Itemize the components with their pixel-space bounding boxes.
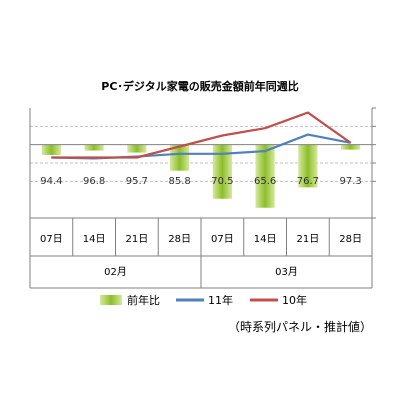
x-tick-label: 14日: [83, 234, 106, 245]
data-label: 95.7: [126, 176, 148, 187]
bar: [127, 144, 147, 153]
data-label: 85.8: [168, 176, 190, 187]
bar: [41, 144, 61, 155]
legend: 前年比 11年 10年: [100, 293, 307, 307]
data-label: 70.5: [211, 176, 233, 187]
legend-label: 前年比: [127, 293, 160, 307]
x-tick-label: 21日: [126, 234, 149, 245]
bar: [212, 144, 232, 199]
legend-swatch: [100, 295, 122, 305]
series-line: [51, 111, 352, 159]
month-label: 03月: [275, 266, 298, 278]
x-tick-label: 14日: [254, 234, 277, 245]
chart-note: （時系列パネル・推計値）: [228, 320, 373, 334]
x-tick-label: 07日: [40, 234, 63, 245]
bar: [255, 144, 275, 208]
x-tick-label: 28日: [168, 234, 191, 245]
data-label: 65.6: [254, 176, 276, 187]
month-label: 02月: [104, 266, 127, 278]
data-label: 94.4: [40, 176, 62, 187]
bar: [84, 144, 104, 151]
data-label: 76.7: [297, 176, 319, 187]
legend-label: 10年: [282, 293, 307, 307]
chart-title: PC･デジタル家電の販売金額前年同週比: [101, 79, 298, 93]
bar: [298, 144, 318, 188]
x-tick-label: 21日: [297, 234, 320, 245]
bar: [341, 144, 361, 150]
x-tick-label: 07日: [211, 234, 234, 245]
bar: [170, 144, 190, 171]
legend-label: 11年: [208, 293, 233, 307]
x-tick-label: 28日: [339, 234, 362, 245]
data-label: 97.3: [339, 176, 361, 187]
data-label: 96.8: [83, 176, 105, 187]
